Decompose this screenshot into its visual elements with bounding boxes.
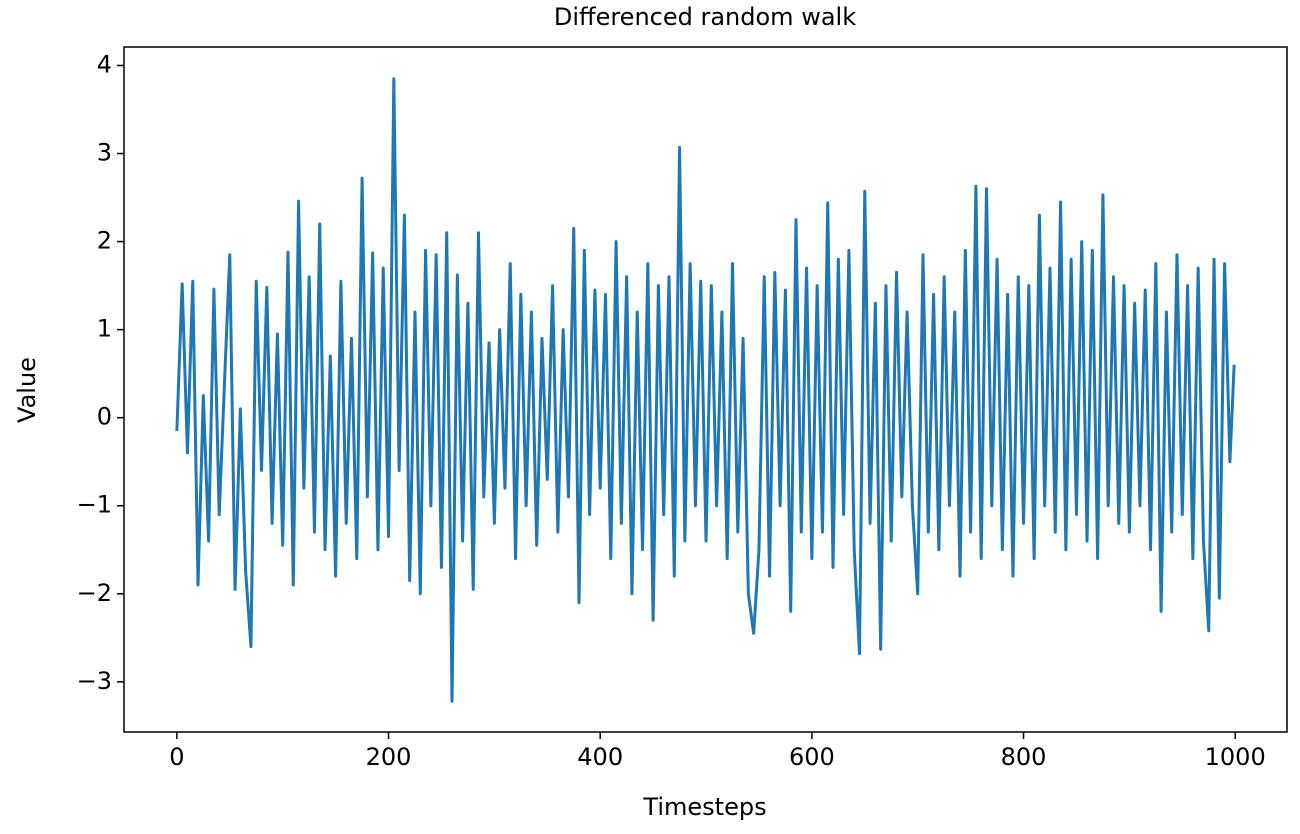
chart-title: Differenced random walk [554,3,856,31]
y-tick-label: 1 [97,315,112,343]
y-tick-label: −2 [77,579,112,607]
y-tick-label: 2 [97,227,112,255]
line-series [175,77,1236,703]
x-tick-label: 0 [169,743,184,771]
plot-frame [123,46,1288,733]
y-tick-label: 3 [97,139,112,167]
x-tick-label: 1000 [1205,743,1266,771]
y-tick-label: −3 [77,667,112,695]
x-tick-label: 200 [366,743,412,771]
x-tick-label: 600 [789,743,835,771]
y-tick-label: 4 [97,50,112,78]
x-axis-label: Timesteps [642,793,766,821]
x-tick-label: 400 [577,743,623,771]
y-tick-label: −1 [77,491,112,519]
y-axis-label: Value [13,357,41,423]
x-tick-label: 800 [1001,743,1047,771]
y-tick-label: 0 [97,403,112,431]
